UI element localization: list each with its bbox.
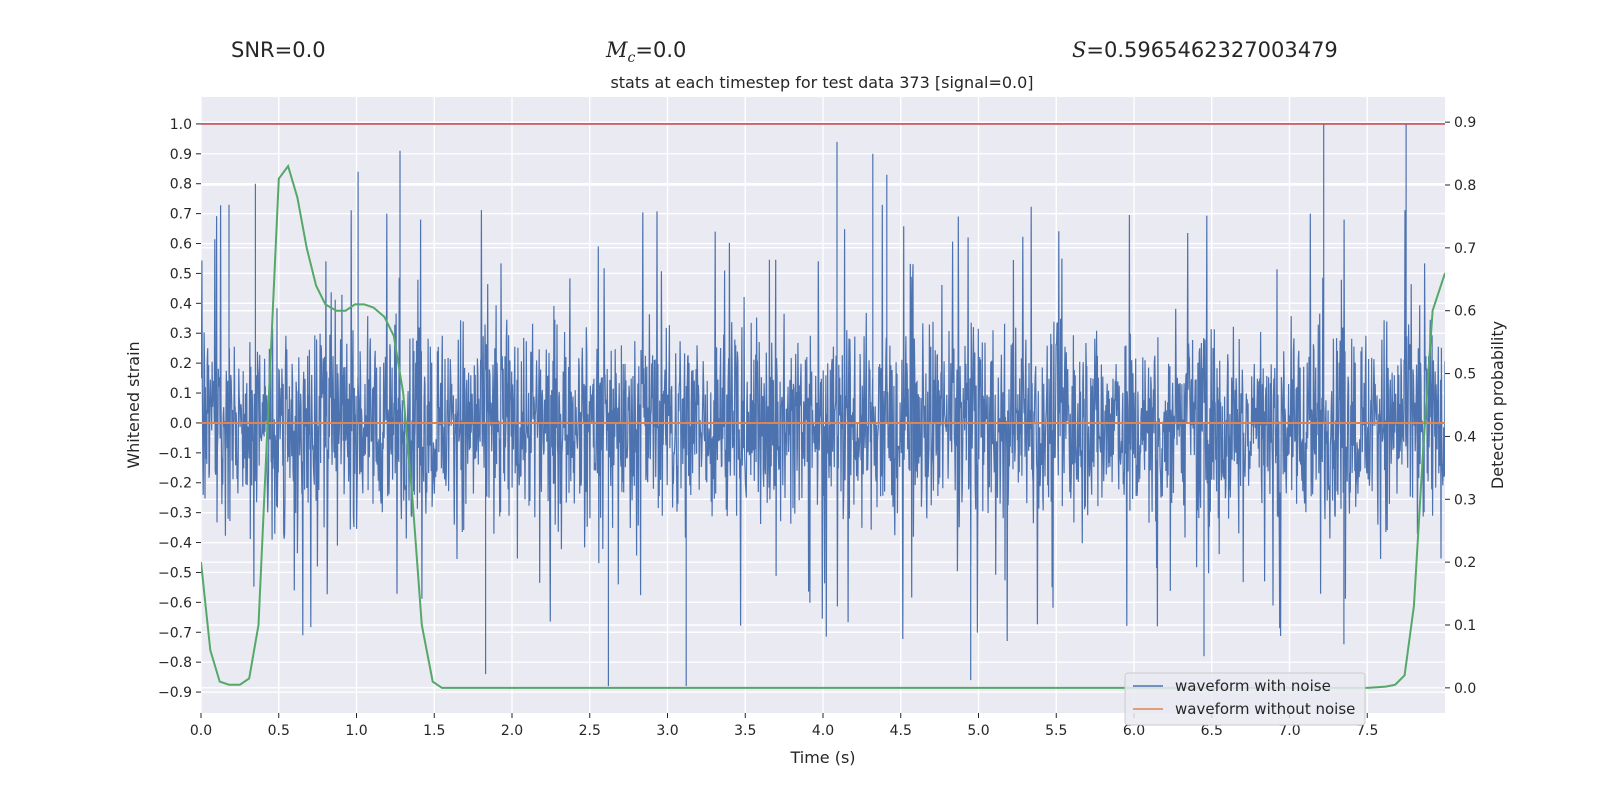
y-tick-label: 0.8 <box>170 177 192 193</box>
x-tick-label: 1.5 <box>423 723 445 739</box>
y2-tick-label: 0.6 <box>1454 304 1476 320</box>
x-axis-ticks: 0.0 0.5 1.0 1.5 2.0 2.5 3.0 3.5 4.0 4.5 5.0 5.5 6.0 6… <box>190 713 1378 739</box>
snr-stat: SNR=0.0 <box>231 38 326 62</box>
y-tick-label: 1.0 <box>170 117 192 133</box>
y-tick-label: 0.0 <box>170 416 192 432</box>
y-tick-label: −0.9 <box>158 685 192 701</box>
y-axis-label: Whitened strain <box>124 341 143 468</box>
x-tick-label: 7.5 <box>1356 723 1378 739</box>
x-axis-label: Time (s) <box>789 748 855 767</box>
x-tick-label: 0.0 <box>190 723 212 739</box>
y-tick-label: −0.7 <box>158 625 192 641</box>
y-tick-label: −0.6 <box>158 595 192 611</box>
x-tick-label: 5.5 <box>1045 723 1067 739</box>
y-tick-label: 0.7 <box>170 207 192 223</box>
y-tick-label: −0.1 <box>158 446 192 462</box>
y-tick-label: −0.8 <box>158 655 192 671</box>
y2-tick-label: 0.0 <box>1454 681 1476 697</box>
y2-tick-label: 0.1 <box>1454 618 1476 634</box>
detection-probability-line <box>201 163 1445 689</box>
x-tick-label: 3.5 <box>734 723 756 739</box>
x-tick-label: 5.0 <box>967 723 989 739</box>
chirp-mass-symbol: M <box>606 38 628 62</box>
y-tick-label: −0.4 <box>158 536 192 552</box>
snr-label: SNR=0.0 <box>231 38 326 62</box>
y-tick-label: 0.3 <box>170 326 192 342</box>
legend-label-noise: waveform with noise <box>1175 677 1331 695</box>
y-tick-label: 0.2 <box>170 356 192 372</box>
x-tick-label: 0.5 <box>268 723 290 739</box>
y-tick-label: −0.5 <box>158 565 192 581</box>
y-tick-label: −0.3 <box>158 506 192 522</box>
y-tick-label: 0.5 <box>170 266 192 282</box>
y-tick-label: 0.9 <box>170 147 192 163</box>
legend-box <box>1124 672 1366 726</box>
x-tick-label: 3.0 <box>656 723 678 739</box>
y-axis-ticks: 1.0 0.9 0.8 0.7 0.6 0.5 0.4 0.3 0.2 0.1 0.0 −0.1 −0.… <box>158 117 201 701</box>
x-tick-label: 6.0 <box>1123 723 1145 739</box>
y2-tick-label: 0.2 <box>1454 555 1476 571</box>
y2-tick-label: 0.4 <box>1454 429 1476 445</box>
legend-label-clean: waveform without noise <box>1175 700 1355 718</box>
y2-tick-label: 0.9 <box>1454 115 1476 131</box>
y2-axis-label: Detection probability <box>1488 321 1507 489</box>
x-tick-label: 2.5 <box>579 723 601 739</box>
y-tick-label: 0.6 <box>170 237 192 253</box>
score-stat: S=0.5965462327003479 <box>1072 38 1338 62</box>
chirp-mass-subscript: c <box>627 50 636 67</box>
y2-tick-label: 0.8 <box>1454 178 1476 194</box>
chirp-mass-stat: Mc=0.0 <box>606 38 686 66</box>
x-tick-label: 2.0 <box>501 723 523 739</box>
waveform-with-noise-line <box>201 123 1445 687</box>
y-tick-label: 0.1 <box>170 386 192 402</box>
y2-axis-ticks: 0.9 0.8 0.7 0.6 0.5 0.4 0.3 0.2 0.1 0.0 <box>1445 115 1476 697</box>
legend: waveform with noise waveform without noi… <box>1124 672 1366 726</box>
x-tick-label: 7.0 <box>1278 723 1300 739</box>
x-tick-label: 1.0 <box>345 723 367 739</box>
y2-tick-label: 0.5 <box>1454 367 1476 383</box>
x-tick-label: 4.0 <box>812 723 834 739</box>
chart-title: stats at each timestep for test data 373… <box>610 73 1033 92</box>
score-symbol: S <box>1072 38 1087 62</box>
y2-tick-label: 0.3 <box>1454 492 1476 508</box>
score-value: =0.5965462327003479 <box>1086 38 1338 62</box>
x-tick-label: 4.5 <box>890 723 912 739</box>
y-tick-label: 0.4 <box>170 296 192 312</box>
y2-tick-label: 0.7 <box>1454 241 1476 257</box>
chirp-mass-value: =0.0 <box>635 38 687 62</box>
y-tick-label: −0.2 <box>158 476 192 492</box>
x-tick-label: 6.5 <box>1201 723 1223 739</box>
